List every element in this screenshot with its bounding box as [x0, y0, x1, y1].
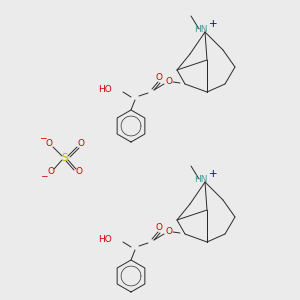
Text: −: − — [39, 134, 47, 142]
Text: O: O — [166, 227, 172, 236]
Text: O: O — [47, 167, 55, 176]
Text: +: + — [209, 169, 217, 179]
Text: S: S — [62, 153, 68, 163]
Text: −: − — [40, 172, 48, 181]
Text: HN: HN — [194, 25, 208, 34]
Text: HN: HN — [194, 175, 208, 184]
Text: O: O — [155, 74, 163, 82]
Text: O: O — [155, 224, 163, 232]
Text: O: O — [77, 140, 85, 148]
Text: HO: HO — [98, 85, 112, 94]
Text: +: + — [209, 19, 217, 29]
Text: O: O — [166, 77, 172, 86]
Text: O: O — [76, 167, 82, 176]
Text: O: O — [46, 140, 52, 148]
Text: HO: HO — [98, 236, 112, 244]
